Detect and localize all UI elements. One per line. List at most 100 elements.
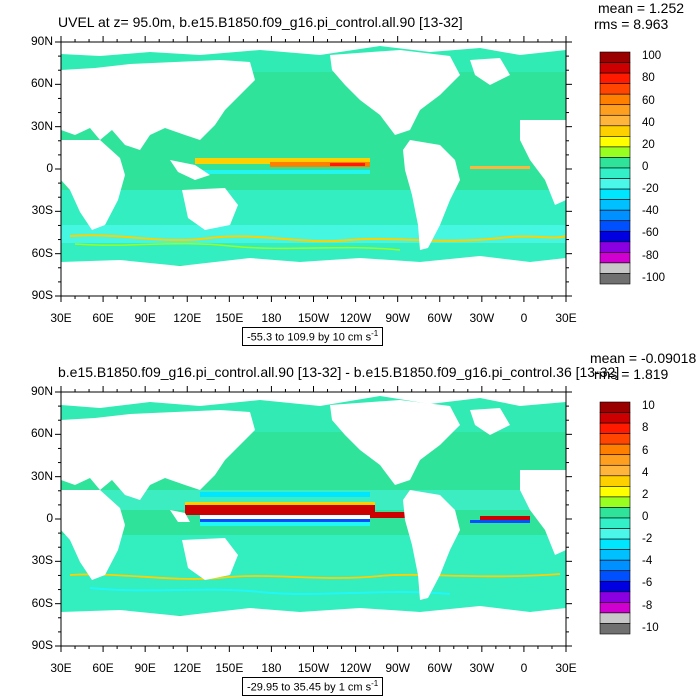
contour-unit-exponent: -1 bbox=[371, 679, 379, 688]
colorbar-swatch bbox=[599, 464, 631, 477]
colorbar-label: 8 bbox=[642, 422, 649, 435]
colorbar-swatch bbox=[599, 422, 631, 434]
top-map-panel: UVEL at z= 95.0m, b.e15.B1850.f09_g16.pi… bbox=[30, 0, 685, 346]
colorbar-label: -40 bbox=[642, 205, 659, 218]
colorbar-swatch bbox=[599, 62, 631, 74]
lon-label: 90W bbox=[385, 311, 410, 325]
lon-label: 120E bbox=[173, 661, 202, 675]
colorbar-swatch bbox=[599, 507, 631, 519]
contour-unit-exponent: -1 bbox=[371, 329, 379, 338]
colorbar-swatch bbox=[599, 401, 631, 413]
rms-stat: rms = 8.963 bbox=[594, 16, 669, 32]
lon-label: 30E bbox=[50, 661, 72, 675]
lon-label: 120W bbox=[339, 311, 372, 325]
lon-label: 60W bbox=[427, 661, 453, 675]
colorbar-swatch bbox=[599, 252, 631, 264]
lon-label: 30W bbox=[469, 311, 495, 325]
colorbar-swatch bbox=[599, 241, 631, 253]
lat-label: 0 bbox=[46, 161, 53, 175]
colorbar-label: 20 bbox=[642, 138, 655, 151]
colorbar-swatch bbox=[599, 125, 631, 137]
colorbar-swatch bbox=[599, 167, 631, 179]
colorbar-swatch bbox=[599, 104, 631, 116]
colorbar-swatch bbox=[599, 612, 631, 624]
bottom-map-panel: b.e15.B1850.f09_g16.pi_control.all.90 [1… bbox=[0, 350, 700, 700]
colorbar-label: 2 bbox=[642, 488, 649, 501]
colorbar-label: -4 bbox=[642, 555, 653, 568]
colorbar-swatch bbox=[599, 433, 631, 445]
lon-label: 90E bbox=[134, 311, 156, 325]
colorbar-swatch bbox=[599, 528, 631, 540]
lon-label: 180 bbox=[261, 311, 282, 325]
colorbar-label: -2 bbox=[642, 533, 653, 546]
mean-stat: mean = 1.252 bbox=[598, 0, 685, 16]
colorbar-swatch bbox=[599, 178, 631, 190]
lat-label: 90S bbox=[31, 638, 53, 652]
lat-label: 90N bbox=[30, 384, 53, 398]
colorbar-swatch bbox=[599, 188, 631, 200]
land-masses bbox=[61, 42, 566, 296]
colorbar-swatch bbox=[599, 623, 631, 635]
lat-label: 60S bbox=[31, 595, 53, 610]
lon-label: 90E bbox=[134, 661, 156, 675]
colorbar-swatch bbox=[599, 538, 631, 550]
colorbar-label: -80 bbox=[642, 249, 659, 262]
colorbar-swatch bbox=[599, 559, 631, 572]
mean-stat: mean = -0.09018 bbox=[590, 350, 697, 366]
lon-label: 180 bbox=[261, 661, 282, 675]
lon-label: 60E bbox=[92, 661, 114, 675]
colorbar-label: 0 bbox=[642, 161, 649, 173]
lat-label: 30S bbox=[31, 553, 53, 568]
contour-info-text: -29.95 to 35.45 by 1 cm s bbox=[247, 681, 372, 694]
lon-label: 120W bbox=[339, 661, 372, 675]
lon-label: 150W bbox=[297, 311, 330, 325]
lon-label: 150E bbox=[215, 661, 244, 675]
colorbar-swatch bbox=[599, 475, 631, 487]
contour-info-box: -55.3 to 109.9 by 10 cm s-1 bbox=[242, 327, 384, 346]
colorbar-label: -10 bbox=[642, 621, 659, 634]
colorbar-swatch bbox=[599, 83, 631, 95]
lat-label: 60N bbox=[30, 76, 53, 91]
colorbar-label: 6 bbox=[642, 444, 649, 457]
colorbar bbox=[599, 401, 631, 635]
colorbar-swatch bbox=[599, 549, 631, 561]
colorbar-label: -60 bbox=[642, 227, 659, 240]
lat-label: 30N bbox=[30, 118, 53, 133]
colorbar-swatch bbox=[599, 486, 631, 498]
colorbar-swatch bbox=[599, 262, 631, 274]
colorbar-swatch bbox=[599, 517, 631, 529]
lon-label: 30E bbox=[555, 661, 577, 675]
lon-label: 60E bbox=[92, 311, 114, 325]
colorbar-swatch bbox=[599, 72, 631, 84]
colorbar-swatch bbox=[599, 454, 631, 466]
contour-info-text: -55.3 to 109.9 by 10 cm s bbox=[247, 331, 372, 344]
colorbar-label: 80 bbox=[642, 72, 655, 85]
map-svg bbox=[55, 36, 631, 302]
colorbar-label: -8 bbox=[642, 599, 653, 612]
lat-label: 90S bbox=[31, 288, 53, 302]
colorbar-label: -6 bbox=[642, 577, 653, 590]
colorbar-swatch bbox=[599, 146, 631, 158]
colorbar-swatch bbox=[599, 199, 631, 211]
colorbar-label: -20 bbox=[642, 183, 659, 196]
colorbar-label: 100 bbox=[642, 50, 662, 63]
lat-label: 90N bbox=[30, 34, 53, 48]
lon-label: 90W bbox=[385, 661, 410, 675]
panel-title: UVEL at z= 95.0m, b.e15.B1850.f09_g16.pi… bbox=[58, 14, 463, 30]
lon-label: 30E bbox=[555, 311, 577, 325]
lon-label: 30E bbox=[50, 311, 72, 325]
lon-label: 60W bbox=[427, 311, 453, 325]
colorbar-label: 4 bbox=[642, 466, 649, 479]
lon-label: 0 bbox=[520, 311, 528, 325]
map-plot-area bbox=[60, 391, 567, 647]
colorbar bbox=[599, 51, 631, 285]
lat-label: 30S bbox=[31, 203, 53, 218]
rms-stat: rms = 1.819 bbox=[594, 366, 669, 382]
lon-label: 30W bbox=[469, 661, 495, 675]
colorbar-swatch bbox=[599, 591, 631, 603]
lat-label: 30N bbox=[30, 468, 53, 483]
colorbar-label: 10 bbox=[642, 400, 655, 413]
colorbar-swatch bbox=[599, 209, 631, 222]
colorbar-swatch bbox=[599, 220, 631, 232]
lon-label: 150E bbox=[215, 311, 244, 325]
